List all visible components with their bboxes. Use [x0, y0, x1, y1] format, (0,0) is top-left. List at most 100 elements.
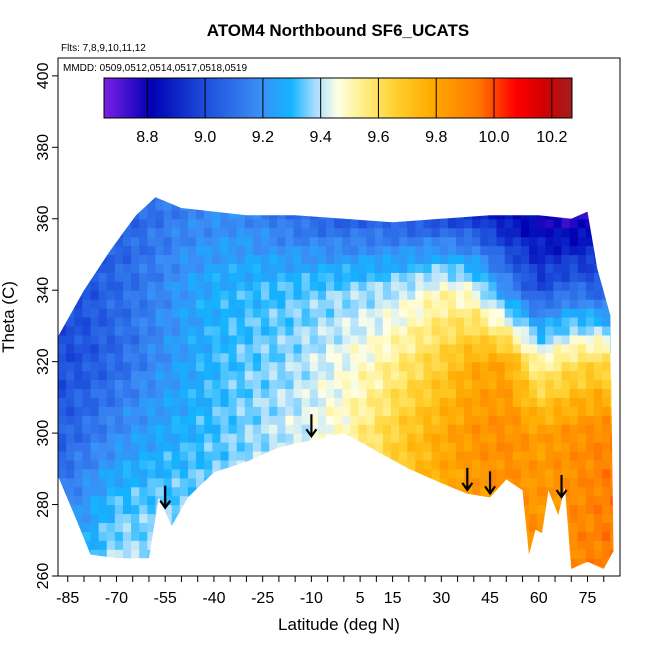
field-cell: [114, 209, 124, 220]
field-cell: [334, 236, 343, 247]
y-tick-label: 360: [35, 205, 52, 232]
field-cell: [139, 567, 148, 569]
field-cell: [301, 531, 311, 541]
field-cell: [220, 424, 230, 434]
field-cell: [415, 254, 425, 265]
field-cell: [106, 415, 116, 425]
field-cell: [455, 227, 465, 238]
field-cell: [455, 245, 465, 256]
field-cell: [163, 397, 173, 407]
field-cell: [504, 263, 514, 273]
field-cell: [82, 486, 92, 497]
field-cell: [569, 450, 579, 461]
field-cell: [261, 361, 270, 372]
field-cell: [155, 254, 165, 265]
field-cell: [472, 388, 481, 398]
field-cell: [455, 549, 465, 559]
field-cell: [82, 218, 92, 229]
field-cell: [447, 424, 457, 434]
field-cell: [545, 281, 554, 291]
field-cell: [114, 459, 124, 470]
field-cell: [106, 433, 116, 443]
field-cell: [358, 522, 368, 532]
field-cell: [82, 495, 92, 506]
field-cell: [610, 558, 614, 568]
field-cell: [399, 406, 408, 416]
field-cell: [236, 218, 246, 229]
field-cell: [139, 531, 148, 541]
field-cell: [155, 379, 165, 390]
field-cell: [179, 227, 189, 238]
field-cell: [326, 281, 335, 291]
field-cell: [204, 218, 213, 229]
field-cell: [496, 370, 506, 381]
field-cell: [520, 272, 530, 282]
field-cell: [358, 218, 368, 229]
field-cell: [399, 513, 408, 524]
field-cell: [399, 540, 408, 550]
field-cell: [82, 567, 92, 569]
field-cell: [407, 183, 416, 193]
field-cell: [171, 486, 181, 497]
field-cell: [512, 317, 522, 327]
field-cell: [569, 197, 579, 202]
field-cell: [106, 317, 116, 327]
field-cell: [317, 227, 327, 238]
field-cell: [512, 558, 522, 568]
field-cell: [187, 567, 197, 569]
field-cell: [415, 290, 425, 300]
field-cell: [545, 495, 554, 506]
field-cell: [82, 343, 92, 354]
field-cell: [155, 433, 165, 443]
field-cell: [212, 567, 222, 569]
field-cell: [455, 272, 465, 282]
field-cell: [326, 486, 335, 497]
field-cell: [577, 504, 587, 515]
field-cell: [577, 370, 587, 381]
field-cell: [423, 549, 433, 559]
field-cell: [252, 209, 262, 220]
field-cell: [447, 245, 457, 256]
field-cell: [415, 334, 425, 345]
field-cell: [98, 370, 108, 381]
field-cell: [114, 263, 124, 273]
field-cell: [131, 415, 140, 425]
field-cell: [431, 227, 441, 238]
field-cell: [358, 379, 368, 390]
field-cell: [228, 352, 238, 363]
field-cell: [358, 317, 368, 327]
field-cell: [464, 549, 473, 559]
field-cell: [447, 415, 457, 425]
field-cell: [326, 308, 335, 318]
field-cell: [480, 424, 490, 434]
field-cell: [399, 352, 408, 363]
field-cell: [447, 370, 457, 381]
field-cell: [374, 254, 384, 265]
field-cell: [98, 540, 108, 550]
field-cell: [577, 352, 587, 363]
field-cell: [504, 334, 514, 345]
field-cell: [196, 245, 205, 256]
field-cell: [293, 325, 303, 336]
field-cell: [220, 406, 230, 416]
field-cell: [58, 558, 67, 568]
field-cell: [496, 513, 506, 524]
field-cell: [358, 370, 368, 381]
field-cell: [326, 415, 335, 425]
field-cell: [504, 379, 514, 390]
field-cell: [439, 549, 449, 559]
field-cell: [520, 290, 530, 300]
field-cell: [236, 352, 246, 363]
plot-frame: [57, 57, 621, 577]
field-cell: [390, 540, 400, 550]
field-cell: [293, 459, 303, 470]
field-cell: [407, 549, 416, 559]
field-cell: [244, 495, 254, 506]
field-cell: [447, 388, 457, 398]
field-cell: [66, 281, 75, 291]
field-cell: [212, 352, 222, 363]
field-cell: [480, 540, 490, 550]
field-cell: [553, 468, 563, 479]
field-cell: [139, 424, 148, 434]
field-cell: [317, 388, 327, 398]
